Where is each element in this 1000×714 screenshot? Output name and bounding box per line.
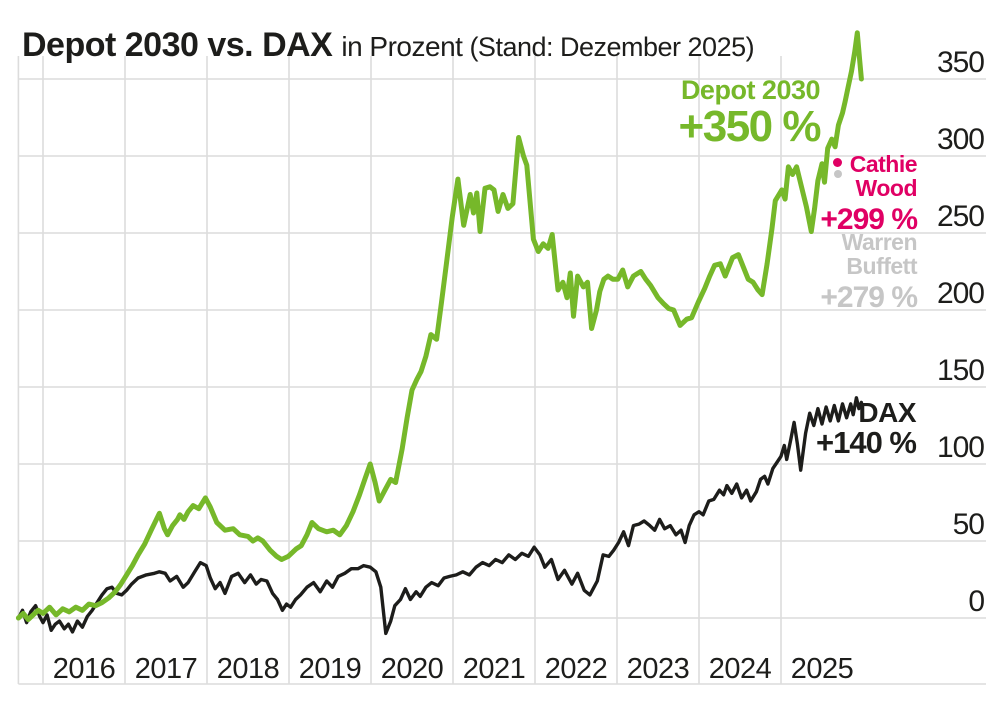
depot-value: +350 %	[678, 102, 822, 152]
dax-label: DAX	[858, 397, 916, 428]
x-year-label: 2021	[463, 653, 526, 685]
x-year-label: 2017	[135, 653, 198, 685]
buffett-name-line1: Warren	[841, 229, 918, 255]
series-line-dax	[16, 396, 864, 636]
chart-title-sub: in Prozent	[341, 31, 463, 62]
y-tick-label: 300	[937, 123, 984, 156]
chart-title-main: Depot 2030 vs. DAX	[22, 26, 333, 64]
chart-title-note: (Stand: Dezember 2025)	[469, 32, 755, 62]
x-year-label: 2019	[299, 653, 362, 685]
x-year-label: 2020	[381, 653, 444, 685]
x-year-label: 2018	[217, 653, 280, 685]
x-year-label: 2023	[627, 653, 690, 685]
depot-label: Depot 2030	[680, 75, 821, 105]
x-year-label: 2024	[709, 653, 772, 685]
y-tick-label: 0	[968, 585, 984, 618]
annotation-cathie-wood: Cathie Wood +299 %	[820, 151, 918, 236]
y-tick-label: 150	[937, 354, 984, 387]
y-tick-label: 250	[937, 200, 984, 233]
series-line-depot-2030	[15, 30, 864, 622]
cathie-wood-dot-icon	[833, 158, 842, 167]
chart-title: Depot 2030 vs. DAX in Prozent (Stand: Deze…	[22, 26, 755, 65]
annotation-dax: DAX +140 %	[815, 397, 917, 461]
y-tick-label: 350	[937, 46, 984, 79]
x-year-label: 2016	[53, 653, 116, 685]
y-tick-label: 100	[937, 431, 984, 464]
cathie-value: +299 %	[820, 202, 918, 236]
buffett-value: +279 %	[820, 280, 918, 314]
annotation-warren-buffett: Warren Buffett +279 %	[820, 229, 918, 314]
buffett-name-line2: Buffett	[846, 252, 917, 279]
y-tick-label: 50	[953, 508, 985, 541]
dax-value: +140 %	[815, 425, 917, 461]
y-tick-label: 200	[937, 277, 984, 310]
annotation-depot-2030: Depot 2030 +350 %	[678, 75, 822, 152]
x-year-label: 2025	[791, 653, 854, 685]
x-year-label: 2022	[545, 653, 608, 685]
cathie-name-line2: Wood	[855, 174, 918, 201]
cathie-name-line1: Cathie	[849, 151, 918, 177]
warren-buffett-dot-icon	[834, 170, 842, 178]
